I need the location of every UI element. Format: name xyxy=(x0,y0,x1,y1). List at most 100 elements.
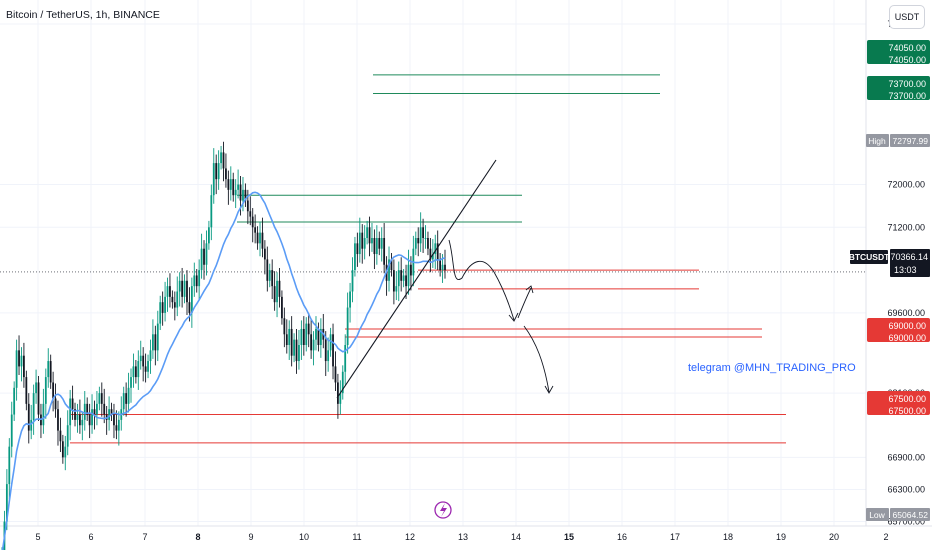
price-tick-label-3: 69600.00 xyxy=(887,308,925,318)
candle-body-3 xyxy=(8,446,11,485)
target-tag-0-bg xyxy=(867,40,930,64)
candle-body-171 xyxy=(417,238,420,244)
candle-body-175 xyxy=(427,238,429,249)
candle-body-177 xyxy=(431,254,434,260)
candle-body-140 xyxy=(341,371,344,394)
time-tick-label-1: 6 xyxy=(88,532,93,542)
candle-body-33 xyxy=(81,419,84,426)
candle-body-173 xyxy=(422,227,424,238)
candle-body-74 xyxy=(181,280,184,297)
candle-body-72 xyxy=(176,291,179,308)
symbol-tag: BTCUSDT xyxy=(849,252,890,262)
trend-drawings xyxy=(336,159,554,399)
candle-body-36 xyxy=(88,414,91,426)
low-price: 65064.52 xyxy=(893,510,929,520)
candle-body-24 xyxy=(59,430,62,442)
candle-body-7 xyxy=(18,350,20,367)
projection-arrow-3 xyxy=(544,385,554,394)
time-tick-label-14: 19 xyxy=(776,532,786,542)
target-tag-0-text-1: 74050.00 xyxy=(888,55,926,65)
candle-body-81 xyxy=(198,270,201,287)
candle-body-21 xyxy=(52,382,55,399)
time-tick-label-13: 18 xyxy=(723,532,733,542)
candle-body-95 xyxy=(232,179,235,196)
candle-body-139 xyxy=(339,393,342,404)
candle-body-55 xyxy=(134,366,137,378)
candle-body-22 xyxy=(54,398,57,410)
candle-body-25 xyxy=(61,441,64,458)
candle-body-87 xyxy=(212,163,215,196)
trendline xyxy=(336,159,497,399)
candle-body-141 xyxy=(344,345,347,372)
candle-body-85 xyxy=(207,227,210,244)
candle-body-108 xyxy=(263,248,266,260)
candle-body-174 xyxy=(424,238,427,239)
candle-body-134 xyxy=(327,350,330,362)
time-tick-label-3: 8 xyxy=(195,532,200,542)
candle-body-94 xyxy=(229,179,232,190)
candle-body-5 xyxy=(13,387,16,415)
candlestick-series xyxy=(1,141,446,550)
candle-body-77 xyxy=(188,302,191,313)
candle-body-172 xyxy=(419,227,422,244)
candle-body-50 xyxy=(122,393,125,410)
candle-body-107 xyxy=(261,232,264,249)
candle-body-28 xyxy=(69,398,72,426)
target-tag-1-bg xyxy=(867,76,930,100)
candle-body-79 xyxy=(193,275,196,287)
candle-body-160 xyxy=(390,259,393,271)
candle-body-52 xyxy=(127,387,130,404)
candle-body-97 xyxy=(237,184,240,190)
candle-body-11 xyxy=(27,403,30,431)
candle-body-130 xyxy=(317,328,320,345)
candle-body-29 xyxy=(71,398,74,410)
candle-body-161 xyxy=(392,270,395,292)
time-tick-label-16: 2 xyxy=(883,532,888,542)
candle-body-18 xyxy=(44,377,47,404)
candle-body-102 xyxy=(249,211,252,217)
candle-body-129 xyxy=(315,328,317,340)
candle-body-168 xyxy=(410,264,412,276)
candle-body-104 xyxy=(254,227,257,233)
candle-body-123 xyxy=(300,328,303,345)
time-tick-label-7: 12 xyxy=(405,532,415,542)
candle-body-4 xyxy=(10,414,13,447)
currency-button[interactable]: USDT xyxy=(889,5,925,29)
candle-body-114 xyxy=(278,280,281,297)
candle-body-59 xyxy=(144,366,147,372)
candle-body-39 xyxy=(96,403,98,415)
candle-body-84 xyxy=(205,243,208,265)
candle-body-53 xyxy=(130,377,132,388)
support-tag-0-bg xyxy=(867,318,930,342)
candle-body-133 xyxy=(324,339,327,362)
projection-arrow-2 xyxy=(525,285,534,294)
candle-body-122 xyxy=(298,345,300,362)
candle-body-115 xyxy=(281,296,283,319)
candle-body-116 xyxy=(283,318,286,335)
projection-path-2 xyxy=(517,287,532,319)
candle-body-182 xyxy=(444,264,446,271)
candle-body-56 xyxy=(137,361,140,378)
candle-body-17 xyxy=(42,403,45,426)
candle-body-32 xyxy=(78,414,81,426)
candle-body-121 xyxy=(295,339,298,362)
candle-body-15 xyxy=(37,382,40,415)
time-tick-label-11: 16 xyxy=(617,532,627,542)
candle-body-6 xyxy=(15,350,18,388)
candle-body-120 xyxy=(293,339,295,356)
candle-body-153 xyxy=(373,238,376,255)
candle-body-105 xyxy=(256,232,259,244)
time-tick-label-10: 15 xyxy=(564,532,574,542)
time-tick-label-12: 17 xyxy=(670,532,680,542)
candle-body-88 xyxy=(215,163,218,180)
candle-body-181 xyxy=(441,264,444,271)
candle-body-60 xyxy=(147,361,149,372)
lightning-icon[interactable] xyxy=(434,501,452,519)
candle-body-159 xyxy=(388,259,390,281)
high-label-bg xyxy=(866,134,889,147)
price-tick-label-1: 72000.00 xyxy=(887,180,925,190)
candle-body-44 xyxy=(108,409,110,420)
candle-body-10 xyxy=(25,377,28,404)
candle-body-150 xyxy=(366,227,369,238)
